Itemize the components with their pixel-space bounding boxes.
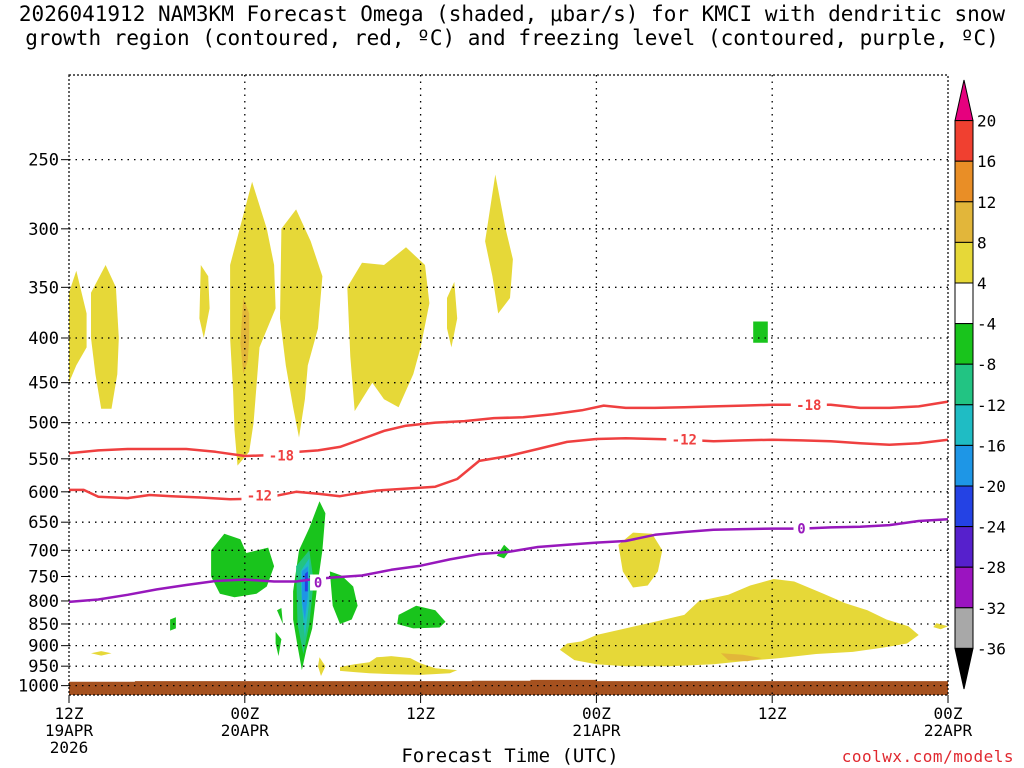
omega-region-13: [933, 623, 948, 630]
omega-region-18: [329, 571, 358, 624]
colorbar-label-12: 12: [977, 193, 996, 212]
y-tick-label-900: 900: [28, 637, 59, 657]
y-tick-label-350: 350: [28, 278, 59, 298]
contour-label-bg-0-0: [310, 574, 327, 591]
omega-region-9: [318, 657, 326, 676]
chart-title-line-2: growth region (contoured, red, ºC) and f…: [25, 26, 999, 50]
colorbar-swatch-2: [954, 160, 974, 203]
colorbar-swatch-12: [954, 566, 974, 609]
omega-region-22: [397, 605, 446, 629]
x-axis-label: Forecast Time (UTC): [401, 745, 619, 767]
omega-region-12: [618, 532, 663, 588]
colorbar-swatch-11: [954, 526, 974, 568]
plot-frame: [68, 74, 949, 696]
contour-label-bg-0-1: [793, 520, 810, 537]
omega-region-7: [485, 174, 513, 314]
y-tick-label-800: 800: [28, 592, 59, 612]
colorbar-swatch-9: [954, 444, 974, 487]
colorbar-label-16: 16: [977, 152, 996, 171]
x-tick-label-60-0: 00Z: [934, 704, 963, 723]
omega-region-28: [304, 571, 308, 592]
x-tick-label-0-0: 12Z: [55, 704, 84, 723]
y-tick-label-700: 700: [28, 541, 59, 561]
y-tick-label-750: 750: [28, 567, 59, 587]
colorbar-label--8: -8: [977, 355, 996, 374]
contour-label-bg--12-0: [241, 487, 278, 504]
contour-label-bg--18-0: [263, 447, 300, 464]
colorbar-label--12: -12: [977, 396, 1006, 415]
chart-title: 2026041912 NAM3KM Forecast Omega (shaded…: [0, 2, 1024, 50]
colorbar-swatch-6: [954, 323, 974, 365]
x-tick-label-24-0: 12Z: [406, 704, 435, 723]
x-tick-label-60-1: 22APR: [924, 721, 973, 740]
colorbar-label--36: -36: [977, 639, 1006, 658]
contour-label-bg--12-1: [666, 431, 703, 448]
contour-label--12-1: -12: [672, 433, 697, 449]
colorbar-swatch-8: [954, 404, 974, 446]
chart-title-line-1: 2026041912 NAM3KM Forecast Omega (shaded…: [18, 2, 1006, 26]
omega-region-0: [69, 270, 87, 383]
colorbar-swatch-7: [954, 363, 974, 406]
colorbar-swatch-14: [954, 647, 974, 690]
y-tick-label-300: 300: [28, 220, 59, 240]
y-tick-label-450: 450: [28, 374, 59, 394]
contour-label-0-0: 0: [314, 576, 322, 592]
omega-region-3: [230, 181, 276, 466]
contour--12: [69, 437, 949, 501]
colorbar-swatch-4: [954, 241, 974, 284]
omega-region-10: [340, 656, 458, 675]
x-tick-label-12-0: 00Z: [230, 704, 259, 723]
colorbar-swatch-13: [954, 607, 974, 649]
y-tick-label-500: 500: [28, 414, 59, 434]
omega-region-6: [447, 281, 458, 348]
colorbar-label--32: -32: [977, 599, 1006, 618]
y-tick-label-550: 550: [28, 450, 59, 470]
omega-region-1: [91, 265, 119, 409]
omega-region-24: [753, 321, 768, 343]
contour-label--18-1: -18: [796, 398, 821, 414]
x-tick-label-0-2: 2026: [50, 738, 89, 757]
colorbar-label--28: -28: [977, 558, 1006, 577]
omega-region-11: [559, 579, 919, 667]
colorbar-swatch-5: [954, 282, 974, 325]
omega-region-5: [347, 247, 430, 412]
contour-label-0-1: 0: [797, 522, 805, 538]
terrain-surface: [69, 679, 948, 695]
y-tick-label-400: 400: [28, 329, 59, 349]
colorbar-label--4: -4: [977, 315, 996, 334]
contour-label-bg--18-1: [790, 396, 827, 413]
colorbar-swatch-0: [954, 79, 974, 122]
y-tick-label-650: 650: [28, 513, 59, 533]
y-tick-label-600: 600: [28, 483, 59, 503]
omega-region-2: [199, 265, 210, 338]
colorbar-label-8: 8: [977, 233, 987, 252]
x-tick-label-12-1: 20APR: [221, 721, 270, 740]
y-tick-label-250: 250: [28, 151, 59, 171]
x-tick-label-0-1: 19APR: [45, 721, 94, 740]
credit-link[interactable]: coolwx.com/models: [841, 747, 1014, 766]
colorbar-label-4: 4: [977, 274, 987, 293]
contour-label--12-0: -12: [247, 489, 272, 505]
omega-region-8: [91, 651, 112, 656]
x-tick-label-48-0: 12Z: [758, 704, 787, 723]
colorbar-label--24: -24: [977, 518, 1006, 537]
colorbar-label--16: -16: [977, 436, 1006, 455]
colorbar-label--20: -20: [977, 477, 1006, 496]
colorbar-swatch-1: [954, 120, 974, 162]
omega-region-20: [275, 631, 282, 657]
omega-region-4: [280, 209, 323, 438]
y-tick-label-850: 850: [28, 615, 59, 635]
colorbar-label-20: 20: [977, 112, 996, 131]
y-tick-label-950: 950: [28, 657, 59, 677]
colorbar-swatch-3: [954, 201, 974, 243]
y-tick-label-1000: 1000: [18, 677, 59, 697]
contour-label--18-0: -18: [269, 448, 294, 464]
x-tick-label-36-1: 21APR: [572, 721, 621, 740]
omega-region-15: [720, 653, 762, 662]
omega-region-19: [277, 608, 283, 624]
x-tick-label-36-0: 00Z: [582, 704, 611, 723]
colorbar-swatch-10: [954, 485, 974, 528]
